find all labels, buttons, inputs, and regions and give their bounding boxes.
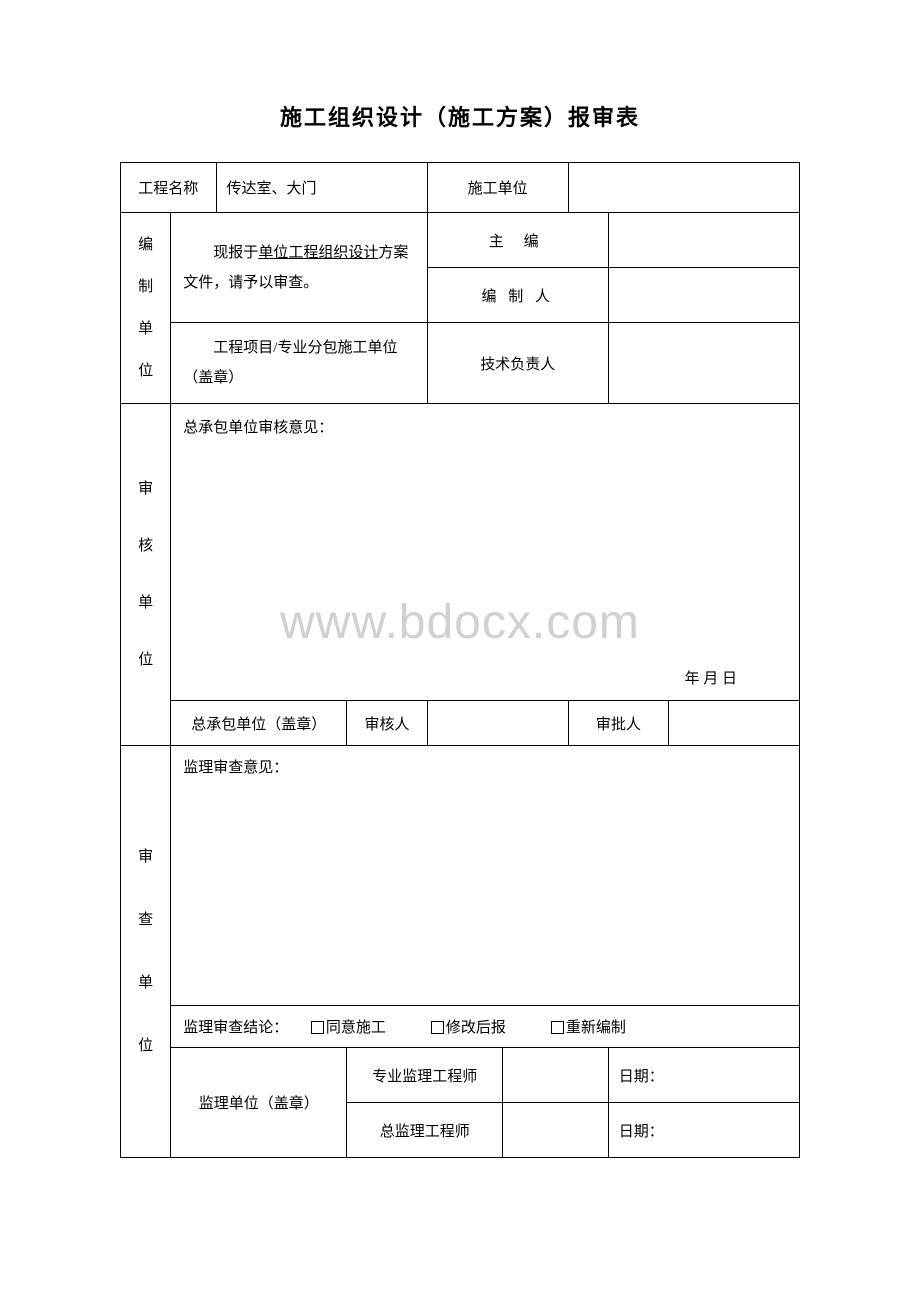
reviewer-label: 审核人 bbox=[347, 701, 427, 746]
pro-engineer-label: 专业监理工程师 bbox=[347, 1048, 503, 1103]
pro-engineer-date: 日期： bbox=[608, 1048, 799, 1103]
form-title: 施工组织设计（施工方案）报审表 bbox=[120, 100, 800, 132]
checkbox-icon[interactable] bbox=[311, 1021, 324, 1034]
compile-unit-label: 编 制 单 位 bbox=[121, 213, 171, 404]
reviewer-value bbox=[427, 701, 568, 746]
chief-editor-value bbox=[608, 213, 799, 268]
review-date: 年 月 日 bbox=[183, 437, 787, 688]
inspect-opinion-cell: 监理审查意见： bbox=[171, 746, 800, 1006]
project-name-value: 传达室、大门 bbox=[216, 163, 427, 213]
project-stamp-label: 工程项目/专业分包施工单位（盖章） bbox=[171, 323, 427, 404]
tech-lead-label: 技术负责人 bbox=[427, 323, 608, 404]
chief-engineer-label: 总监理工程师 bbox=[347, 1103, 503, 1158]
report-text: 现报于单位工程组织设计方案文件，请予以审查。 bbox=[171, 213, 427, 323]
tech-lead-value bbox=[608, 323, 799, 404]
inspect-unit-label: 审 查 单 位 bbox=[121, 746, 171, 1158]
review-opinion-cell: 总承包单位审核意见： 年 月 日 bbox=[171, 404, 800, 701]
contractor-stamp-label: 总承包单位（盖章） bbox=[171, 701, 347, 746]
project-name-label: 工程名称 bbox=[121, 163, 217, 213]
approver-value bbox=[669, 701, 800, 746]
checkbox-icon[interactable] bbox=[431, 1021, 444, 1034]
inspect-conclusion-cell: 监理审查结论： 同意施工 修改后报 重新编制 bbox=[171, 1006, 800, 1048]
compiler-label: 编 制 人 bbox=[427, 268, 608, 323]
compiler-value bbox=[608, 268, 799, 323]
construction-unit-value bbox=[568, 163, 799, 213]
chief-engineer-date: 日期： bbox=[608, 1103, 799, 1158]
review-unit-label: 审 核 单 位 bbox=[121, 404, 171, 746]
chief-editor-label: 主 编 bbox=[427, 213, 608, 268]
construction-unit-label: 施工单位 bbox=[427, 163, 568, 213]
chief-engineer-value bbox=[503, 1103, 609, 1158]
approver-label: 审批人 bbox=[568, 701, 669, 746]
supervisor-stamp-label: 监理单位（盖章） bbox=[171, 1048, 347, 1158]
checkbox-icon[interactable] bbox=[551, 1021, 564, 1034]
approval-form-table: 工程名称 传达室、大门 施工单位 编 制 单 位 现报于单位工程组织设计方案文件… bbox=[120, 162, 800, 1158]
pro-engineer-value bbox=[503, 1048, 609, 1103]
